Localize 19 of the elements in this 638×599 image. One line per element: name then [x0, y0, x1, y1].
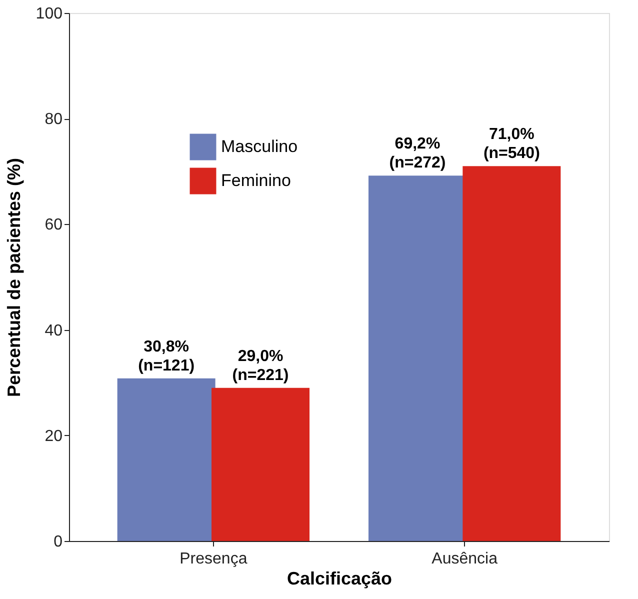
y-tick-label: 80: [44, 111, 63, 128]
bar: [212, 388, 310, 541]
x-tick-label: Ausência: [432, 550, 498, 568]
y-tick-label: 60: [44, 216, 63, 234]
x-tick-label: Presença: [180, 550, 248, 568]
data-label: 69,2% (n=272): [389, 136, 446, 172]
y-tick-label: 40: [44, 322, 63, 340]
x-axis-title: Calcificação: [286, 568, 392, 588]
y-tick-label: 0: [54, 534, 63, 550]
bar: [117, 378, 216, 541]
y-tick-label: 100: [36, 6, 63, 22]
data-label: 30,8% (n=121): [138, 338, 195, 374]
legend-label: Feminino: [221, 171, 291, 190]
y-tick-label: 20: [44, 428, 63, 445]
y-axis-title: Percentual de pacientes (%): [4, 158, 24, 398]
bar: [462, 166, 561, 541]
data-label: 71,0% (n=540): [483, 126, 540, 162]
data-label: 29,0% (n=221): [232, 348, 289, 384]
legend-label: Masculino: [221, 137, 298, 156]
